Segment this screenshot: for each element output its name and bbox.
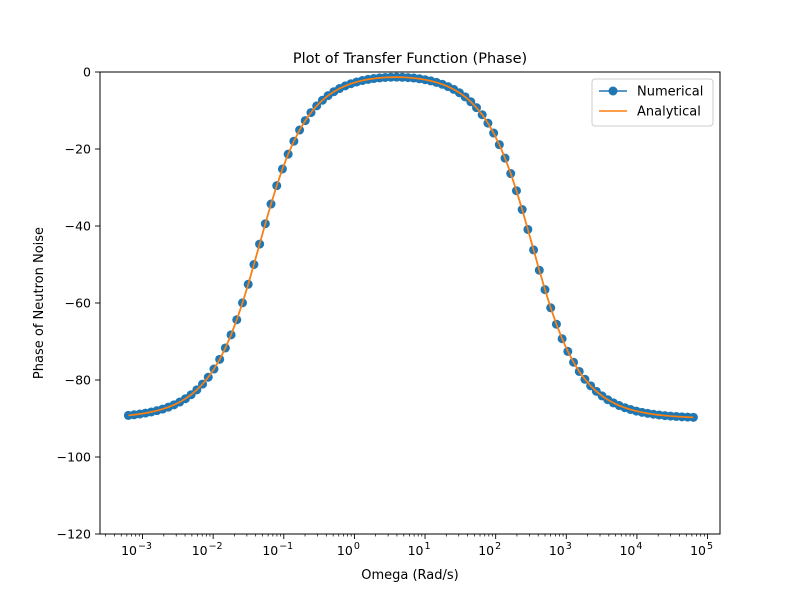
legend-numerical-label: Numerical [637,85,703,100]
x-tick-exponent: 1 [424,541,430,552]
x-tick-exponent: 4 [636,541,642,552]
legend-analytical-label: Analytical [637,105,701,120]
x-tick-exponent: 0 [354,541,360,552]
y-tick-label: −100 [57,450,91,465]
x-tick-exponent: −2 [209,541,223,552]
x-tick-exponent: 2 [495,541,501,552]
legend: Numerical Analytical [591,78,714,127]
series-layer [123,72,698,422]
x-tick-label: 10−3 [121,541,152,558]
y-tick-label: 0 [83,65,91,80]
y-axis: 0 −20 −40 −60 −80 −100 −120 [57,65,100,542]
x-tick-exponent: −1 [279,541,293,552]
plot-frame [99,71,721,535]
x-tick-label: 104 [619,541,642,558]
chart-title: Plot of Transfer Function (Phase) [293,51,527,67]
y-tick-label: −20 [65,142,91,157]
x-tick-label: 103 [549,541,572,558]
x-tick-label: 10−1 [262,541,293,558]
x-tick-label: 100 [337,541,360,558]
x-tick-label: 102 [478,541,501,558]
x-tick-label: 10−2 [192,541,223,558]
x-tick-label: 101 [408,541,431,558]
x-tick-exponent: 5 [707,541,713,552]
x-tick-label: 105 [690,541,713,558]
y-axis-label: Phase of Neutron Noise [32,227,47,379]
y-tick-label: −60 [65,296,91,311]
x-axis-label: Omega (Rad/s) [361,568,459,583]
analytical-series-line [128,76,694,419]
x-tick-exponent: −3 [138,541,152,552]
y-tick-label: −80 [65,373,91,388]
x-axis: 10−3 10−2 10−1 100 101 102 103 104 105 [105,534,713,558]
legend-numerical-marker [608,86,618,96]
y-tick-label: −120 [57,527,91,542]
x-tick-exponent: 3 [566,541,572,552]
y-tick-label: −40 [65,219,91,234]
